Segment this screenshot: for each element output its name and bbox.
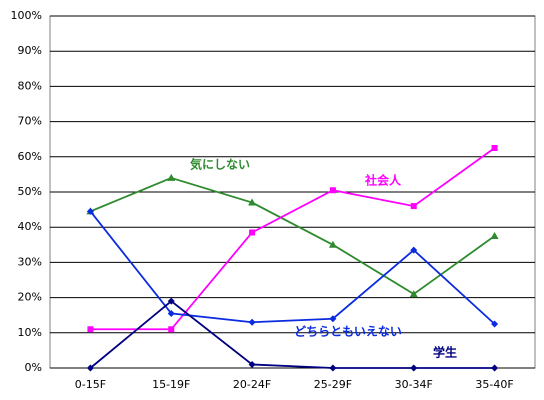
marker <box>491 145 498 151</box>
marker <box>248 360 256 368</box>
y-tick-label: 50% <box>18 185 42 198</box>
series-line <box>89 299 495 369</box>
marker <box>491 320 499 328</box>
x-tick-label: 25-29F <box>314 378 352 391</box>
series-line <box>90 147 496 331</box>
series-label: 学生 <box>433 345 457 360</box>
marker <box>490 232 499 239</box>
y-tick-label: 40% <box>18 220 42 233</box>
marker <box>329 315 337 323</box>
marker <box>410 203 417 210</box>
series-label: どちらともいえない <box>294 325 402 339</box>
marker <box>168 326 175 333</box>
marker <box>329 364 337 372</box>
y-tick-label: 30% <box>18 255 42 268</box>
x-tick-label: 0-15F <box>75 378 106 391</box>
x-tick-label: 30-34F <box>395 378 433 391</box>
marker <box>167 309 175 317</box>
y-tick-label: 60% <box>18 150 42 163</box>
marker <box>329 187 336 194</box>
marker <box>328 240 337 248</box>
y-tick-label: 10% <box>18 326 42 339</box>
marker <box>87 326 94 333</box>
series-label: 社会人 <box>364 173 402 188</box>
y-tick-label: 100% <box>11 9 42 22</box>
x-tick-label: 15-19F <box>152 378 190 391</box>
marker <box>409 290 418 298</box>
marker <box>248 318 256 326</box>
x-tick-label: 20-24F <box>233 378 271 391</box>
series-line <box>89 210 496 325</box>
y-tick-label: 70% <box>18 115 42 128</box>
y-tick-label: 80% <box>18 79 42 92</box>
series-line <box>90 176 496 296</box>
marker <box>167 173 176 181</box>
marker <box>248 198 257 206</box>
x-tick-label: 35-40F <box>475 378 513 391</box>
marker <box>86 207 94 215</box>
y-tick-label: 90% <box>18 44 42 57</box>
y-tick-label: 20% <box>18 291 42 304</box>
series-label: 気にしない <box>190 157 250 172</box>
marker <box>249 229 256 236</box>
marker <box>86 364 94 372</box>
marker <box>410 364 418 372</box>
marker <box>410 246 418 254</box>
y-tick-label: 0% <box>25 361 42 374</box>
marker <box>167 297 175 305</box>
marker <box>491 364 499 372</box>
